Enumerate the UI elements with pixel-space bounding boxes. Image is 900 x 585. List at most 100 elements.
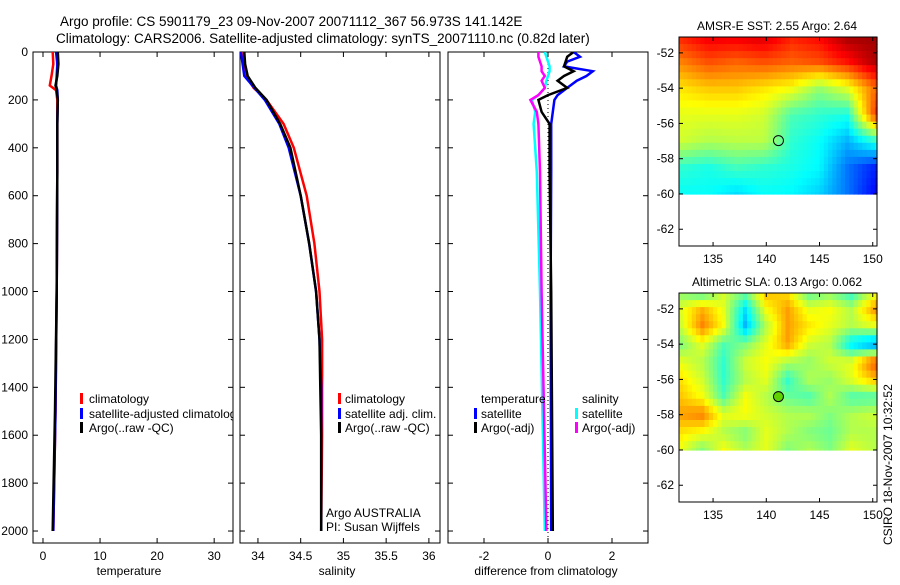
map-cell — [704, 192, 710, 195]
map-cell — [759, 349, 765, 358]
map-cell — [836, 377, 842, 386]
map-cell — [691, 121, 697, 130]
map-cell — [708, 314, 714, 322]
map-cell — [772, 398, 778, 407]
map-cell — [806, 178, 812, 186]
map-cell — [823, 192, 829, 195]
map-cell — [768, 192, 774, 195]
map-cell — [734, 307, 740, 315]
legend-swatch-climatology — [80, 393, 83, 404]
map-cell — [768, 114, 774, 123]
map-cell — [742, 434, 748, 442]
map-cell — [866, 156, 872, 165]
map-cell — [772, 65, 778, 73]
map-cell — [747, 405, 752, 414]
map-cell — [815, 164, 821, 172]
map-cell — [734, 37, 740, 45]
map-cell — [717, 448, 723, 451]
map-cell — [683, 100, 689, 109]
map-cell — [751, 142, 757, 151]
legend-swatch-temp-argo — [474, 422, 477, 433]
map-cell — [815, 128, 821, 137]
map-cell — [717, 44, 723, 52]
map-cell — [785, 44, 791, 52]
map-cell — [751, 405, 757, 414]
map-cell — [679, 44, 684, 52]
map-cell — [811, 405, 816, 414]
map-cell — [828, 37, 833, 45]
map-cell — [764, 100, 770, 109]
map-cell — [789, 107, 795, 116]
map-cell — [687, 398, 693, 407]
map-cell — [691, 114, 697, 123]
map-cell — [781, 293, 787, 301]
map-cell — [687, 185, 693, 193]
map-cell — [730, 156, 735, 165]
map-cell — [853, 300, 859, 308]
map-cell — [866, 79, 872, 87]
map-cell — [704, 178, 710, 186]
map-cell — [811, 441, 816, 449]
map-cell — [721, 86, 727, 95]
map-cell — [845, 314, 850, 322]
map-cell — [691, 328, 697, 336]
map-cell — [794, 107, 799, 116]
y-tick-label: -56 — [657, 372, 675, 386]
map-cell — [806, 384, 812, 393]
map-cell — [870, 314, 876, 322]
map-cell — [823, 405, 829, 414]
map-cell — [794, 398, 799, 407]
map-cell — [687, 156, 693, 165]
map-cell — [806, 370, 812, 379]
y-tick-label: -56 — [657, 116, 675, 130]
map-cell — [794, 384, 799, 393]
map-cell — [849, 65, 855, 73]
map-cell — [747, 171, 752, 179]
map-cell — [840, 398, 846, 407]
map-cell — [806, 300, 812, 308]
map-cell — [802, 412, 808, 421]
map-cell — [759, 121, 765, 130]
map-cell — [857, 356, 863, 365]
legend-label: Argo(-adj) — [481, 421, 534, 435]
map-cell — [700, 356, 706, 365]
map-cell — [734, 192, 740, 195]
map-cell — [785, 300, 791, 308]
map-cell — [679, 65, 684, 73]
map-cell — [862, 149, 867, 158]
map-cell — [823, 307, 829, 315]
map-cell — [747, 398, 752, 407]
map-cell — [751, 51, 757, 59]
map-cell — [802, 420, 808, 428]
map-cell — [806, 192, 812, 195]
map-cell — [738, 171, 744, 179]
map-cell — [755, 335, 761, 343]
map-cell — [819, 135, 825, 144]
map-cell — [755, 171, 761, 179]
map-cell — [789, 100, 795, 109]
map-cell — [683, 377, 689, 386]
map-cell — [691, 156, 697, 165]
map-cell — [687, 363, 693, 372]
map-cell — [776, 58, 782, 66]
map-cell — [870, 86, 876, 95]
x-tick-label: -2 — [479, 549, 490, 563]
map-cell — [764, 114, 770, 123]
map-cell — [725, 342, 731, 351]
map-cell — [704, 51, 710, 59]
map-cell — [721, 356, 727, 365]
map-cell — [853, 412, 859, 421]
map-cell — [687, 391, 693, 400]
map-cell — [853, 321, 859, 329]
map-cell — [700, 100, 706, 109]
map-cell — [828, 128, 833, 137]
map-cell — [798, 420, 804, 428]
map-cell — [696, 93, 701, 102]
map-cell — [772, 164, 778, 172]
map-cell — [862, 100, 867, 109]
map-cell — [828, 142, 833, 151]
map-cell — [700, 420, 706, 428]
map-cell — [794, 427, 799, 435]
map-cell — [811, 156, 816, 165]
map-cell — [725, 398, 731, 407]
